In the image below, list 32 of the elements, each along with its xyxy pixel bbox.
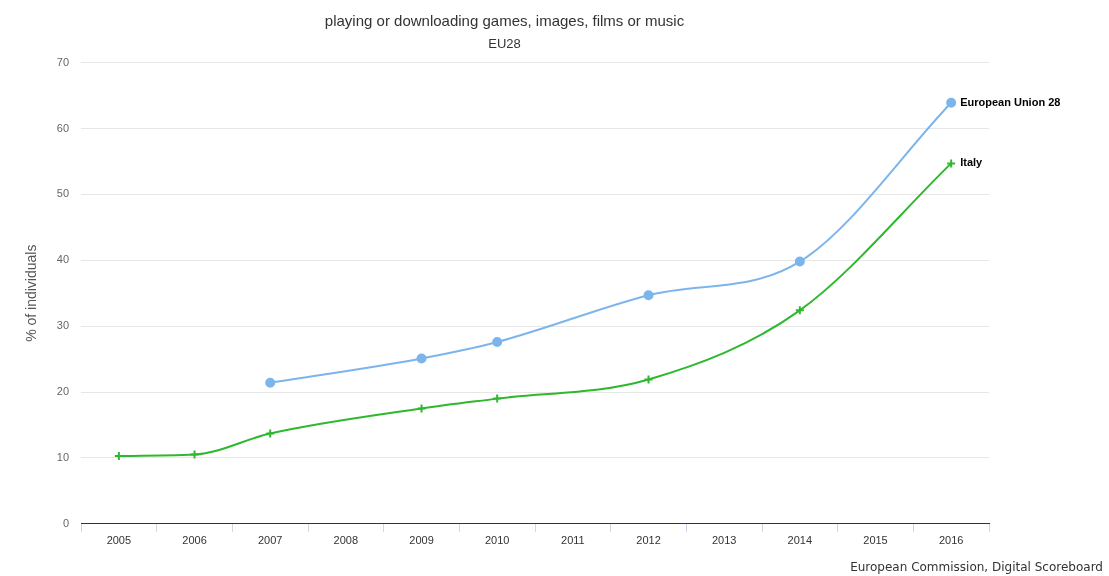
chart-title: playing or downloading games, images, films or music xyxy=(324,12,685,30)
text: European Commission, Digital Scoreboard xyxy=(850,560,1103,574)
x-tick-label: 2006 xyxy=(182,534,207,547)
series-label: Italy xyxy=(960,156,984,169)
x-tick-label: 2005 xyxy=(106,534,132,547)
y-tick-label: 20 xyxy=(56,385,70,398)
y-tick-label: 30 xyxy=(56,319,70,332)
y-tick-label: 60 xyxy=(56,121,70,134)
y-tick-label: 0 xyxy=(62,516,70,529)
point xyxy=(794,256,805,267)
y-tick-label: 70 xyxy=(56,55,70,68)
y-tick-label: 40 xyxy=(56,253,70,266)
chart-subtitle: EU28 xyxy=(488,36,521,52)
x-tick-label: 2011 xyxy=(561,534,585,547)
point xyxy=(416,353,427,364)
x-tick-label: 2016 xyxy=(938,534,964,547)
point xyxy=(492,336,503,347)
x-tick-label: 2015 xyxy=(863,534,888,547)
y-tick-label: 50 xyxy=(56,187,70,200)
x-tick-label: 2013 xyxy=(711,534,737,547)
x-tick-label: 2010 xyxy=(484,534,510,547)
y-tick-label: 10 xyxy=(56,450,70,463)
point xyxy=(643,290,654,301)
x-tick-label: 2008 xyxy=(333,534,359,547)
point xyxy=(946,97,957,108)
y-axis-title: % of individuals xyxy=(23,244,40,342)
x-tick-label: 2014 xyxy=(787,534,813,547)
x-tick-label: 2009 xyxy=(409,534,434,547)
point xyxy=(265,377,276,388)
x-tick-label: 2012 xyxy=(636,534,661,547)
x-tick-label: 2007 xyxy=(257,534,283,547)
series-label: European Union 28 xyxy=(960,95,1061,108)
